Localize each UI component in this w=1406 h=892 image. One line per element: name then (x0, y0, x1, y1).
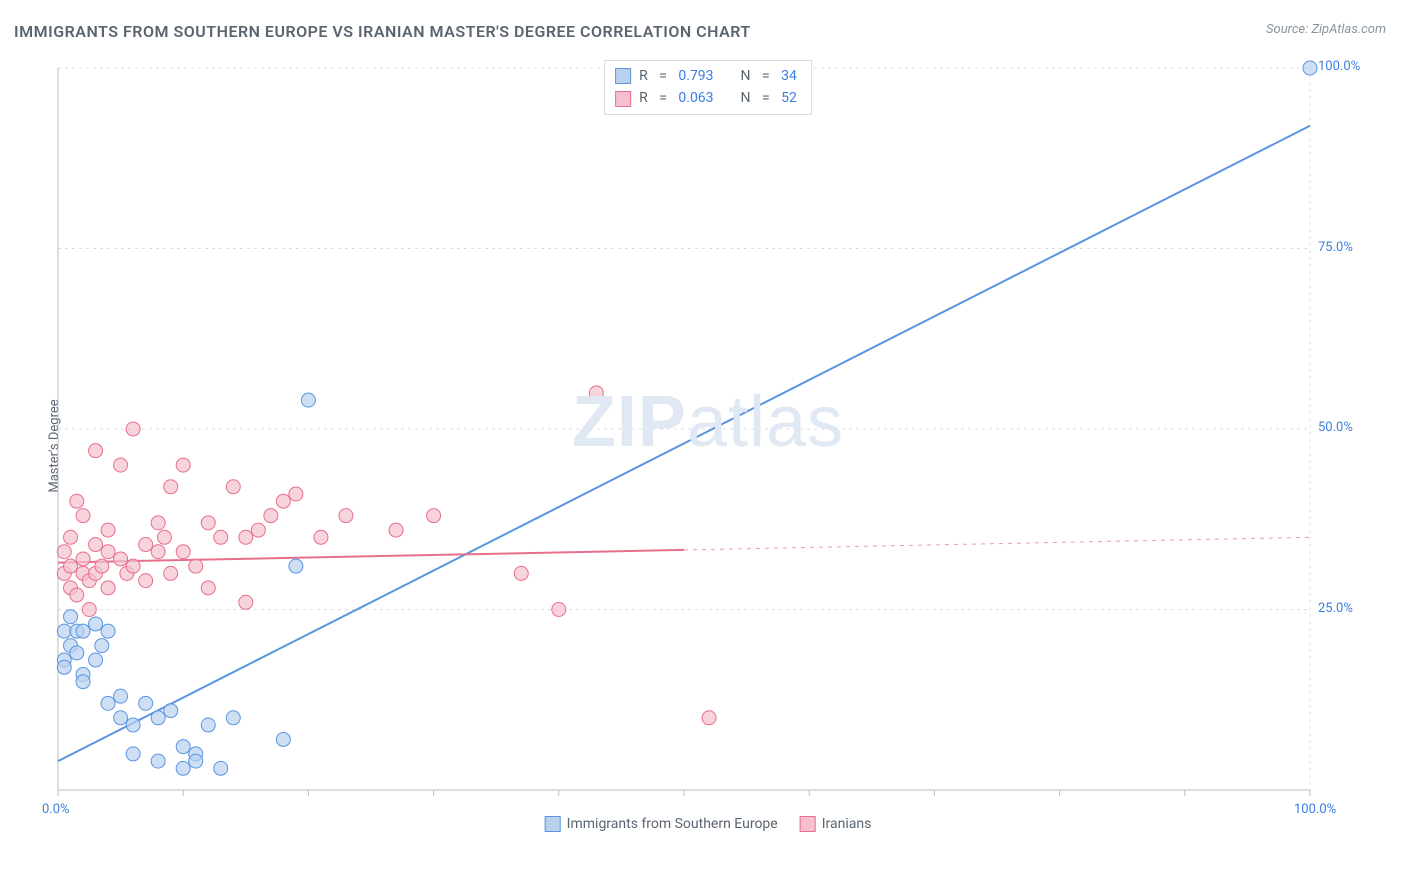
swatch-se-icon (615, 68, 631, 84)
r-value-se: 0.793 (678, 65, 713, 87)
tick-label: 50.0% (1318, 420, 1353, 435)
chart-svg (48, 60, 1368, 830)
tick-label: 100.0% (1294, 802, 1336, 817)
r-label: R (639, 87, 648, 109)
tick-label: 0.0% (42, 802, 70, 817)
legend-item-se: Immigrants from Southern Europe (545, 816, 778, 832)
r-label: R (639, 65, 648, 87)
source-attribution: Source: ZipAtlas.com (1266, 22, 1386, 37)
scatter-plot: ZIPatlas R = 0.793 N = 34 R = 0.063 N = … (48, 60, 1368, 830)
swatch-ir-icon (800, 816, 816, 832)
r-value-ir: 0.063 (678, 87, 713, 109)
legend-stats-row-ir: R = 0.063 N = 52 (615, 87, 801, 109)
n-value-ir: 52 (781, 87, 797, 109)
n-value-se: 34 (781, 65, 797, 87)
tick-label: 75.0% (1318, 240, 1353, 255)
tick-label: 25.0% (1318, 601, 1353, 616)
swatch-ir-icon (615, 91, 631, 107)
swatch-se-icon (545, 816, 561, 832)
legend-stats: R = 0.793 N = 34 R = 0.063 N = 52 (604, 60, 812, 115)
page-title: IMMIGRANTS FROM SOUTHERN EUROPE VS IRANI… (14, 22, 751, 41)
n-label: N (741, 65, 751, 87)
tick-label: 100.0% (1318, 59, 1360, 74)
legend-stats-row-se: R = 0.793 N = 34 (615, 65, 801, 87)
source-site: ZipAtlas.com (1311, 22, 1386, 37)
legend-label-ir: Iranians (822, 816, 872, 832)
source-label: Source: (1266, 22, 1311, 37)
legend-item-ir: Iranians (800, 816, 872, 832)
n-label: N (741, 87, 751, 109)
legend-label-se: Immigrants from Southern Europe (567, 816, 778, 832)
legend-series: Immigrants from Southern Europe Iranians (545, 816, 872, 832)
